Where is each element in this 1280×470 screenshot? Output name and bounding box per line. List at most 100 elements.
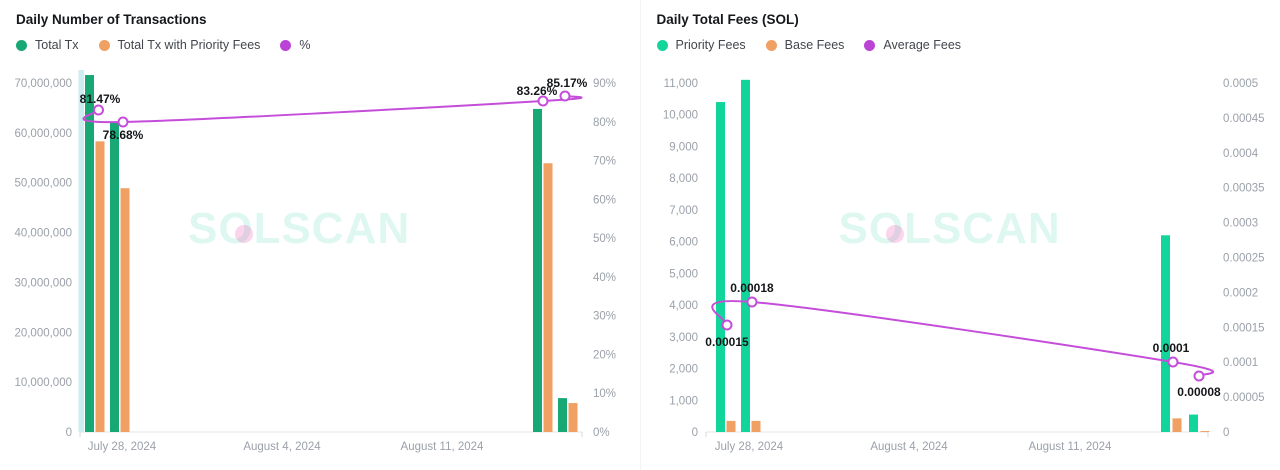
legend-dot-priority-fees bbox=[656, 39, 668, 51]
fees-chart-panel: Daily Total Fees (SOL) Priority Fees Bas… bbox=[639, 0, 1280, 470]
legend-item-total-tx-priority[interactable]: Total Tx with Priority Fees bbox=[98, 38, 261, 52]
bar-total-tx[interactable] bbox=[110, 121, 119, 432]
legend-dot-base-fees bbox=[765, 39, 777, 51]
x-axis-tick-label: August 4, 2024 bbox=[243, 441, 321, 453]
bar-total-tx-with-priority-fees[interactable] bbox=[543, 163, 553, 432]
fees-chart-canvas[interactable]: 11,000 10,000 9,000 8,000 7,000 6,000 5,000 4,0… bbox=[641, 0, 1280, 470]
bar-base-fees[interactable] bbox=[1200, 431, 1209, 433]
bar-priority-fees[interactable] bbox=[1188, 414, 1198, 432]
legend-dot-total-tx bbox=[16, 39, 27, 51]
y-axis-right-tick-label: 0% bbox=[593, 427, 610, 439]
y-axis-left-tick-label: 0 bbox=[691, 427, 697, 439]
bar-priority-fees[interactable] bbox=[1160, 235, 1170, 432]
y-axis-right-tick-label: 0.00035 bbox=[1223, 183, 1265, 195]
line-point-[interactable] bbox=[559, 90, 571, 102]
legend-item-total-tx[interactable]: Total Tx bbox=[16, 38, 79, 52]
legend-transactions: Total Tx Total Tx with Priority Fees % bbox=[16, 38, 311, 52]
line-point-[interactable] bbox=[93, 104, 104, 116]
y-axis-left-tick-label: 10,000,000 bbox=[14, 377, 72, 389]
bar-total-tx-with-priority-fees[interactable] bbox=[568, 403, 578, 432]
transactions-chart-canvas[interactable]: 70,000,000 60,000,000 50,000,000 40,000,000… bbox=[0, 0, 640, 470]
watermark-logo-dot bbox=[235, 225, 253, 243]
legend-dot-total-tx-priority bbox=[98, 39, 110, 51]
legend-label-average-fees: Average Fees bbox=[883, 38, 962, 52]
y-axis-left-tick-label: 11,000 bbox=[663, 78, 697, 90]
legend-fees: Priority Fees Base Fees Average Fees bbox=[656, 38, 961, 52]
y-axis-left-tick-label: 8,000 bbox=[669, 173, 698, 185]
y-axis-right-tick-label: 0.0001 bbox=[1223, 357, 1258, 369]
y-axis-left-tick-label: 60,000,000 bbox=[14, 128, 72, 140]
legend-label-priority-fees: Priority Fees bbox=[675, 38, 746, 52]
line- bbox=[82, 95, 583, 124]
y-axis-right-tick-label: 40% bbox=[593, 272, 616, 284]
legend-dot-percent bbox=[280, 39, 292, 51]
line-point-average-fees[interactable] bbox=[721, 319, 732, 331]
chart-title-fees: Daily Total Fees (SOL) bbox=[656, 12, 799, 27]
y-axis-right-tick-label: 90% bbox=[593, 78, 616, 90]
y-axis-right-tick-label: 0.0002 bbox=[1223, 287, 1258, 299]
y-axis-right-tick-label: 0.0005 bbox=[1223, 78, 1258, 90]
y-axis-right-tick-label: 0.00005 bbox=[1223, 392, 1265, 404]
data-point-label: 0.00008 bbox=[1177, 385, 1221, 399]
bar-priority-fees[interactable] bbox=[740, 79, 750, 432]
y-axis-left-tick-label: 40,000,000 bbox=[14, 228, 72, 240]
y-axis-left-tick-label: 3,000 bbox=[669, 332, 698, 344]
legend-dot-average-fees bbox=[864, 39, 876, 51]
line-point-average-fees[interactable] bbox=[1167, 356, 1178, 368]
y-axis-left-tick-label: 9,000 bbox=[669, 141, 698, 153]
bar-base-fees[interactable] bbox=[1172, 418, 1181, 432]
data-point-label: 0.00018 bbox=[730, 281, 774, 295]
data-point-label: 83.26% bbox=[517, 84, 558, 98]
legend-label-total-tx: Total Tx bbox=[35, 38, 79, 52]
y-axis-left-tick-label: 7,000 bbox=[669, 205, 698, 217]
y-axis-right-tick-label: 0.00015 bbox=[1223, 322, 1265, 334]
y-axis-left-tick-label: 70,000,000 bbox=[14, 78, 72, 90]
y-axis-right-tick-label: 50% bbox=[593, 233, 616, 245]
y-axis-left-tick-label: 6,000 bbox=[669, 237, 698, 249]
line-point-average-fees[interactable] bbox=[1193, 370, 1204, 382]
y-axis-left-tick-label: 5,000 bbox=[669, 268, 698, 280]
line-point-[interactable] bbox=[537, 95, 549, 107]
chart-title-transactions: Daily Number of Transactions bbox=[16, 12, 207, 27]
x-axis-tick-label: July 28, 2024 bbox=[714, 441, 783, 453]
line-point-[interactable] bbox=[117, 116, 129, 128]
solscan-watermark: SOLSCAN bbox=[838, 204, 1061, 253]
legend-item-priority-fees[interactable]: Priority Fees bbox=[656, 38, 746, 52]
y-axis-right-tick-label: 0.0004 bbox=[1223, 148, 1259, 160]
bar-base-fees[interactable] bbox=[726, 420, 735, 432]
bar-base-fees[interactable] bbox=[751, 420, 760, 432]
x-axis-tick-label: August 11, 2024 bbox=[401, 441, 485, 453]
data-point-label: 85.17% bbox=[547, 76, 588, 90]
legend-item-average-fees[interactable]: Average Fees bbox=[864, 38, 961, 52]
transactions-chart-panel: Daily Number of Transactions Total Tx To… bbox=[0, 0, 640, 470]
data-point-label: 81.47% bbox=[80, 92, 121, 106]
solscan-watermark: SOLSCAN bbox=[188, 204, 411, 253]
data-point-label: 0.00015 bbox=[705, 335, 749, 349]
legend-label-base-fees: Base Fees bbox=[784, 38, 845, 52]
bar-priority-fees[interactable] bbox=[715, 102, 725, 432]
legend-item-base-fees[interactable]: Base Fees bbox=[765, 38, 845, 52]
legend-item-percent[interactable]: % bbox=[280, 38, 311, 52]
bar-total-tx[interactable] bbox=[558, 398, 567, 432]
y-axis-right-tick-label: 10% bbox=[593, 388, 616, 400]
x-axis-tick-label: August 4, 2024 bbox=[870, 441, 948, 453]
x-axis-tick-label: August 11, 2024 bbox=[1028, 441, 1112, 453]
bar-total-tx[interactable] bbox=[533, 108, 542, 432]
legend-label-total-tx-priority: Total Tx with Priority Fees bbox=[117, 38, 261, 52]
bar-total-tx-with-priority-fees[interactable] bbox=[120, 188, 130, 432]
y-axis-right-tick-label: 0.00025 bbox=[1223, 253, 1265, 265]
y-axis-left-tick-label: 20,000,000 bbox=[14, 327, 72, 339]
bar-total-tx[interactable] bbox=[85, 75, 94, 432]
y-axis-right-tick-label: 60% bbox=[593, 194, 616, 206]
y-axis-left-tick-label: 10,000 bbox=[662, 110, 697, 122]
y-axis-left-tick-label: 4,000 bbox=[669, 300, 698, 312]
clipped-edge-bar bbox=[78, 70, 84, 432]
bar-total-tx-with-priority-fees[interactable] bbox=[95, 141, 105, 432]
y-axis-right-tick-label: 30% bbox=[593, 311, 616, 323]
y-axis-right-tick-label: 0.00045 bbox=[1223, 113, 1265, 125]
y-axis-right-tick-label: 80% bbox=[593, 117, 616, 129]
line-point-average-fees[interactable] bbox=[746, 296, 757, 308]
legend-label-percent: % bbox=[299, 38, 311, 52]
x-axis-tick-label: July 28, 2024 bbox=[88, 441, 157, 453]
